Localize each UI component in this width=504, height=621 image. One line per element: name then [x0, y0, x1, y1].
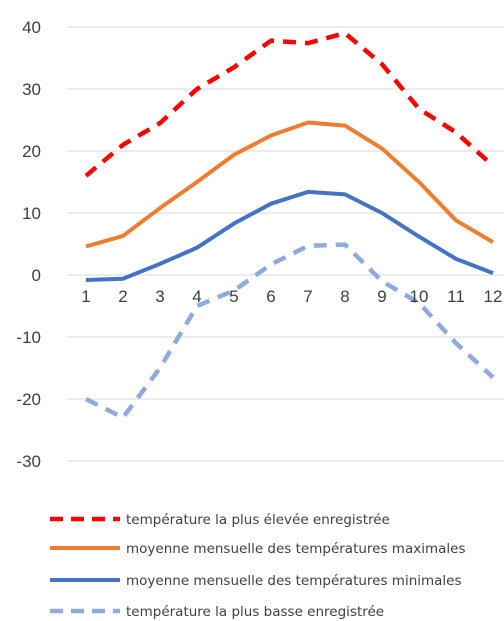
y-tick-label: -20	[16, 390, 41, 409]
x-tick-label: 10	[410, 287, 429, 306]
y-tick-label: -30	[16, 452, 41, 471]
x-tick-label: 1	[81, 287, 90, 306]
x-tick-label: 11	[447, 287, 465, 306]
x-tick-label: 3	[155, 287, 164, 306]
gridlines	[67, 26, 504, 462]
x-tick-label: 8	[340, 287, 349, 306]
legend: température la plus élevée enregistrée mo…	[50, 512, 465, 620]
x-tick-label: 4	[192, 287, 201, 306]
legend-label-1: moyenne mensuelle des températures maxim…	[126, 541, 465, 557]
x-tick-label: 12	[484, 287, 503, 306]
series-line-1	[85, 120, 495, 249]
y-tick-label: -10	[16, 328, 41, 347]
series-line-3	[84, 242, 495, 420]
legend-label-2: moyenne mensuelle des températures minim…	[126, 573, 462, 589]
y-tick-label: 0	[32, 266, 41, 285]
y-tick-label: 20	[22, 142, 41, 161]
y-tick-label: 10	[22, 204, 41, 223]
y-tick-label: 30	[22, 80, 41, 99]
series-lines	[84, 30, 495, 420]
x-tick-label: 5	[229, 287, 238, 306]
x-tick-label: 7	[303, 287, 312, 306]
series-line-2	[85, 189, 494, 282]
x-tick-label: 2	[118, 287, 127, 306]
x-axis-ticks: 1 2 3 4 5 6 7 8 9 10 11 12	[81, 287, 502, 306]
y-tick-label: 40	[22, 18, 41, 37]
series-line-0	[84, 30, 495, 178]
y-axis-ticks: 40 30 20 10 0 -10 -20 -30	[16, 18, 41, 471]
x-tick-label: 6	[266, 287, 275, 306]
legend-label-3: température la plus basse enregistrée	[126, 604, 384, 620]
legend-label-0: température la plus élevée enregistrée	[126, 512, 390, 528]
x-tick-label: 9	[377, 287, 386, 306]
